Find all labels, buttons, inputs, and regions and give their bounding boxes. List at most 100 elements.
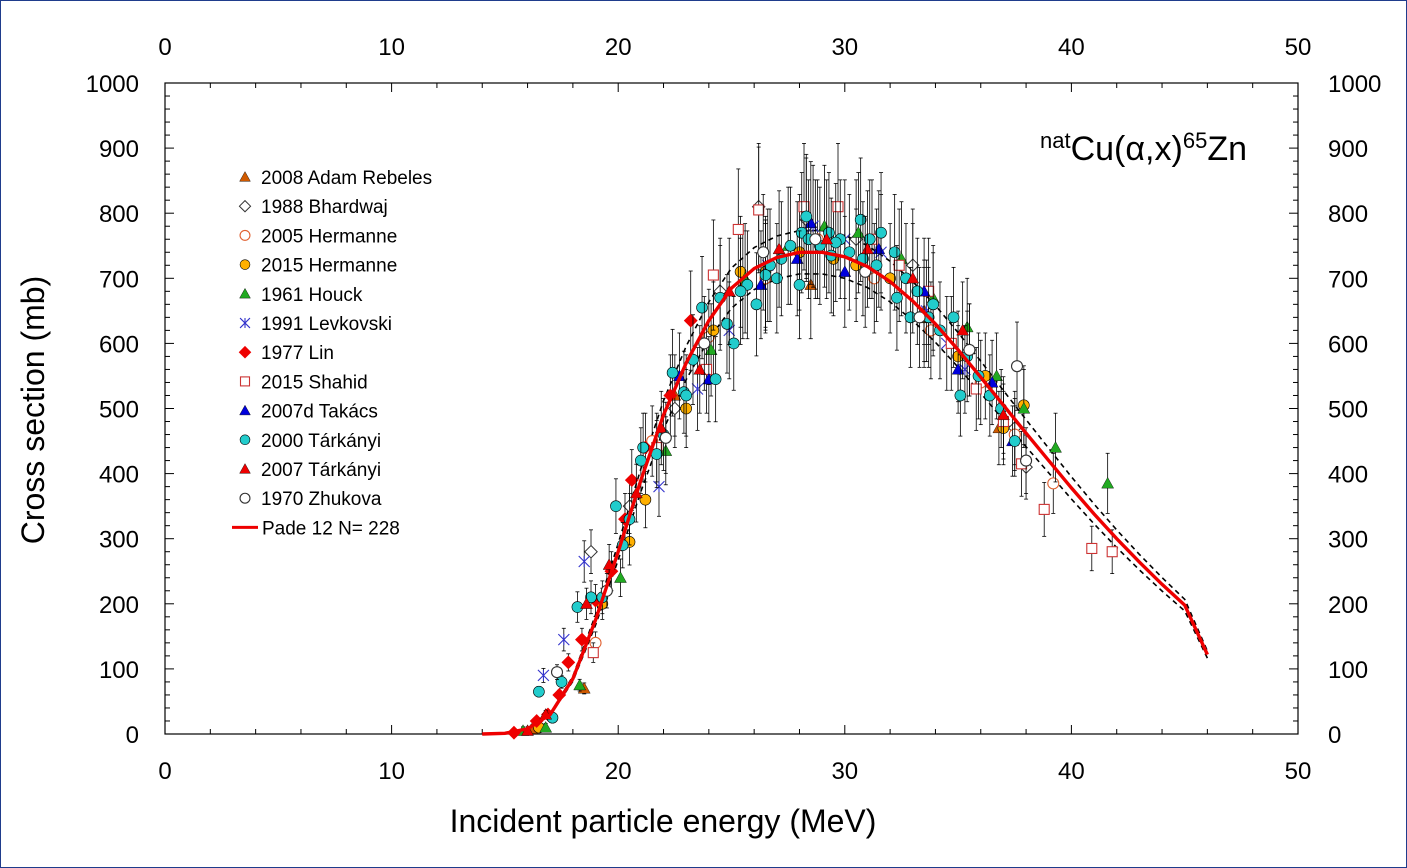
legend-marker — [239, 171, 251, 182]
y-tick-label-left: 100 — [99, 657, 139, 684]
y-axis-title: Cross section (mb) — [15, 276, 51, 545]
x-tick-label-top: 40 — [1058, 34, 1085, 61]
y-tick-label-left: 300 — [99, 527, 139, 554]
data-point — [680, 389, 692, 402]
data-point — [852, 226, 865, 238]
data-point — [911, 285, 924, 298]
data-point — [906, 271, 920, 284]
data-point — [1010, 360, 1024, 373]
x-tick-label-top: 10 — [378, 34, 405, 61]
data-point — [691, 383, 704, 395]
x-tick-label-bottom: 0 — [158, 758, 171, 785]
data-point — [1038, 503, 1050, 515]
y-tick-label-right: 100 — [1328, 657, 1368, 684]
legend-label: 2007 Tárkányi — [261, 460, 381, 481]
data-point — [584, 544, 598, 559]
reaction-prefix-sup: nat — [1040, 128, 1071, 153]
y-tick-label-right: 0 — [1328, 722, 1341, 749]
x-tick-label-bottom: 40 — [1058, 758, 1085, 785]
data-point — [913, 311, 926, 324]
data-point — [800, 210, 813, 223]
data-point — [721, 318, 733, 330]
legend-item: 2015 Shahid — [239, 372, 368, 393]
x-axis-title: Incident particle energy (MeV) — [450, 803, 877, 839]
legend-marker — [239, 259, 251, 270]
data-series — [482, 143, 1209, 740]
data-point — [587, 647, 599, 659]
legend-label: 2015 Shahid — [261, 372, 368, 393]
data-point — [1086, 542, 1098, 555]
data-point — [585, 591, 597, 604]
legend-item: 2015 Hermanne — [239, 256, 397, 277]
data-point — [1008, 435, 1021, 447]
legend-item: 2005 Hermanne — [239, 226, 397, 247]
data-point — [793, 279, 806, 291]
data-point — [732, 223, 744, 236]
data-point — [854, 213, 867, 226]
reaction-label: natCu(α,x)65Zn — [1040, 128, 1247, 168]
fit-curve — [482, 250, 1209, 736]
y-tick-label-left: 800 — [99, 201, 139, 228]
legend-marker — [239, 376, 251, 387]
data-point — [985, 376, 999, 388]
y-tick-label-left: 900 — [99, 136, 139, 163]
legend-item: 2007 Tárkányi — [239, 460, 381, 481]
reaction-projectile: α — [1125, 130, 1145, 168]
reaction-product: Zn — [1207, 130, 1247, 168]
legend-item: 1977 Lin — [238, 343, 334, 364]
y-tick-label-left: 0 — [126, 722, 139, 749]
data-point — [832, 201, 844, 213]
x-tick-label-top: 20 — [605, 34, 632, 61]
data-point — [696, 301, 708, 314]
data-point — [754, 278, 768, 290]
data-point — [861, 242, 874, 255]
x-tick-label-top: 0 — [158, 34, 171, 61]
data-point — [707, 269, 719, 281]
data-point — [759, 269, 772, 281]
data-point — [666, 366, 679, 379]
legend-label: 1961 Houck — [261, 285, 363, 306]
y-tick-label-right: 700 — [1328, 266, 1368, 293]
data-point — [956, 323, 969, 336]
legend-item: 1970 Zhukova — [239, 489, 382, 510]
data-point — [575, 632, 589, 647]
reaction-channel: ,x) — [1145, 130, 1183, 168]
data-point — [734, 285, 747, 298]
legend-item: 2008 Adam Rebeles — [239, 168, 432, 189]
y-tick-label-right: 200 — [1328, 592, 1368, 619]
legend-label: 1977 Lin — [261, 343, 334, 364]
plot-area — [164, 82, 1299, 735]
x-tick-label-top: 50 — [1285, 34, 1312, 61]
y-tick-label-left: 700 — [99, 266, 139, 293]
data-point — [784, 239, 797, 252]
legend-item: 2000 Tárkányi — [239, 431, 381, 452]
data-point — [727, 337, 740, 350]
x-tick-label-bottom: 50 — [1285, 758, 1312, 785]
data-point — [947, 311, 960, 324]
data-point — [555, 676, 568, 688]
legend-marker — [238, 199, 252, 213]
data-point — [639, 493, 652, 506]
legend-label: Pade 12 N= 228 — [262, 518, 400, 539]
legend-label: 1991 Levkovski — [261, 314, 392, 335]
y-tick-label-right: 300 — [1328, 527, 1368, 554]
reaction-target: Cu( — [1071, 130, 1126, 168]
legend-item: 2007d Takács — [239, 402, 378, 423]
data-point — [820, 232, 834, 245]
legend-label: 2007d Takács — [261, 402, 378, 423]
data-point — [790, 252, 804, 264]
data-point — [951, 363, 965, 375]
data-point — [614, 571, 627, 583]
legend-marker — [239, 463, 251, 474]
y-tick-label-left: 500 — [99, 397, 139, 424]
legend-marker — [239, 317, 251, 329]
legend-item: 1991 Levkovski — [239, 314, 392, 335]
y-tick-label-right: 400 — [1328, 462, 1368, 489]
data-point — [893, 259, 905, 271]
legend-marker — [238, 345, 252, 359]
legend: 2008 Adam Rebeles 1988 Bhardwaj 2005 Herma… — [232, 168, 432, 539]
data-point — [533, 685, 545, 698]
data-point — [798, 201, 810, 213]
data-point — [610, 500, 622, 512]
